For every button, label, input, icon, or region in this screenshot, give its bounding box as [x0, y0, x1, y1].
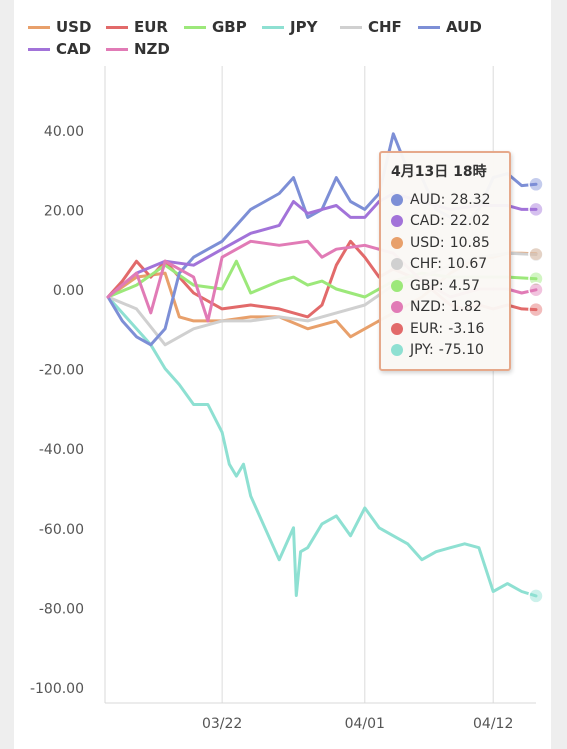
tooltip-dot-nzd	[391, 301, 403, 314]
tooltip-dot-usd	[391, 236, 403, 249]
tooltip-dot-gbp	[391, 279, 403, 292]
legend-item-gbp[interactable]: GBP	[184, 18, 262, 36]
hover-marker-eur	[528, 301, 544, 318]
tooltip-dot-aud	[391, 193, 403, 206]
tooltip-value-nzd: 1.82	[450, 299, 482, 316]
axis-layer: 03/22 04/01 04/12 40.00 20.00 0.00 -20.00 -40.0…	[30, 66, 536, 732]
data-tooltip: 4月13日 18時 AUD: 28.32 CAD: 22.02 USD: 10.…	[379, 151, 511, 371]
marker-layer	[528, 176, 544, 604]
hover-marker-aud	[528, 176, 544, 193]
legend-item-chf[interactable]: CHF	[340, 18, 418, 36]
tooltip-dot-eur	[391, 322, 403, 335]
tooltip-row-aud: AUD: 28.32	[391, 189, 499, 211]
tooltip-label-nzd: NZD:	[410, 299, 446, 316]
y-tick-label: -100.00	[30, 681, 84, 697]
legend-swatch-aud	[418, 25, 440, 29]
legend-label-nzd: NZD	[134, 40, 170, 58]
legend-item-jpy[interactable]: JPY	[262, 18, 340, 36]
hover-marker-gbp	[528, 271, 544, 287]
legend-row: USD EUR GBP JPY CHF AUD	[28, 16, 548, 38]
tooltip-value-gbp: 4.57	[448, 277, 480, 294]
legend-label-aud: AUD	[446, 18, 482, 36]
tooltip-value-usd: 10.85	[449, 234, 490, 251]
legend-swatch-gbp	[184, 25, 206, 29]
legend-label-eur: EUR	[134, 18, 168, 36]
y-tick-label: -80.00	[39, 601, 84, 617]
tooltip-dot-jpy	[391, 344, 403, 357]
tooltip-value-cad: 22.02	[449, 213, 491, 230]
tooltip-row-gbp: GBP: 4.57	[391, 275, 499, 297]
tooltip-row-usd: USD: 10.85	[391, 232, 499, 254]
tooltip-row-eur: EUR: -3.16	[391, 318, 499, 340]
legend-label-chf: CHF	[368, 18, 402, 36]
legend-item-eur[interactable]: EUR	[106, 18, 184, 36]
y-tick-label: -20.00	[39, 363, 84, 379]
tooltip-dot-cad	[391, 215, 403, 228]
legend-row: CAD NZD	[28, 38, 548, 60]
tooltip-dot-chf	[391, 258, 403, 271]
legend-swatch-eur	[106, 25, 128, 29]
legend-item-nzd[interactable]: NZD	[106, 40, 184, 58]
tooltip-value-jpy: -75.10	[438, 342, 484, 359]
tooltip-label-usd: USD:	[410, 234, 445, 251]
tooltip-row-cad: CAD: 22.02	[391, 211, 499, 233]
chart-panel	[14, 0, 551, 749]
tooltip-value-chf: 10.67	[447, 256, 488, 273]
tooltip-row-nzd: NZD: 1.82	[391, 297, 499, 319]
y-tick-label: 0.00	[53, 283, 84, 299]
y-tick-label: 20.00	[44, 203, 84, 219]
tooltip-value-eur: -3.16	[448, 320, 485, 337]
legend-label-usd: USD	[56, 18, 92, 36]
tooltip-label-chf: CHF:	[410, 256, 442, 273]
legend-item-usd[interactable]: USD	[28, 18, 106, 36]
legend-swatch-cad	[28, 47, 50, 51]
tooltip-value-aud: 28.32	[450, 191, 491, 208]
x-tick-label: 03/22	[202, 716, 242, 732]
tooltip-label-eur: EUR:	[410, 320, 444, 337]
hover-marker-jpy	[528, 588, 544, 604]
hover-marker-cad	[528, 201, 544, 218]
tooltip-label-jpy: JPY:	[410, 342, 434, 359]
y-tick-label: -60.00	[39, 522, 84, 538]
tooltip-label-aud: AUD:	[410, 191, 446, 208]
tooltip-title: 4月13日 18時	[391, 164, 487, 180]
hover-marker-chf	[528, 246, 544, 263]
legend-swatch-usd	[28, 25, 50, 29]
legend-swatch-nzd	[106, 47, 128, 51]
legend-label-gbp: GBP	[212, 18, 247, 36]
hover-marker-nzd	[528, 282, 544, 298]
tooltip-label-cad: CAD:	[410, 213, 445, 230]
tooltip-label-gbp: GBP:	[410, 277, 444, 294]
series-line-jpy[interactable]	[106, 295, 538, 598]
tooltip-row-chf: CHF: 10.67	[391, 254, 499, 276]
tooltip-row-jpy: JPY: -75.10	[391, 340, 499, 362]
chart-legend: USD EUR GBP JPY CHF AUD CAD NZD	[28, 16, 548, 60]
legend-swatch-jpy	[262, 25, 284, 29]
legend-item-aud[interactable]: AUD	[418, 18, 496, 36]
legend-label-jpy: JPY	[290, 18, 318, 36]
y-tick-label: 40.00	[44, 124, 84, 140]
legend-swatch-chf	[340, 25, 362, 29]
x-tick-label: 04/01	[345, 716, 385, 732]
x-tick-label: 04/12	[473, 716, 513, 732]
legend-item-cad[interactable]: CAD	[28, 40, 106, 58]
legend-label-cad: CAD	[56, 40, 92, 58]
y-tick-label: -40.00	[39, 442, 84, 458]
